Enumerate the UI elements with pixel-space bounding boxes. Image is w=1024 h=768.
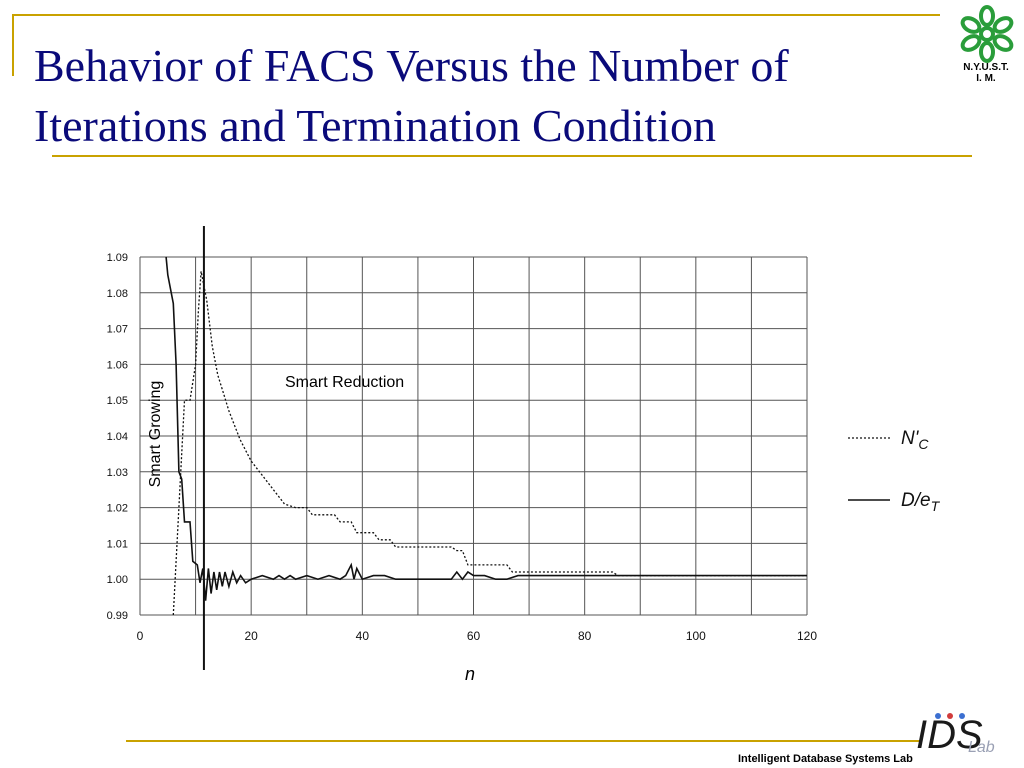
y-tick-label: 1.00 — [107, 574, 128, 586]
ids-lab-logo-icon: IDS Lab — [916, 713, 995, 757]
x-tick-label: 20 — [244, 629, 258, 643]
smart-reduction-annotation: Smart Reduction — [285, 374, 404, 391]
y-tick-label: 1.04 — [107, 431, 128, 443]
x-tick-label: 80 — [578, 629, 592, 643]
y-tick-label: 1.03 — [107, 467, 128, 479]
series-line-nc — [172, 271, 807, 616]
legend-label: N'C — [901, 428, 929, 452]
y-tick-label: 1.05 — [107, 395, 128, 407]
frame-top-line — [12, 14, 940, 16]
smart-growing-annotation: Smart Growing — [147, 381, 164, 488]
y-tick-label: 1.08 — [107, 288, 128, 300]
frame-left-line — [12, 14, 14, 76]
y-tick-label: 1.02 — [107, 503, 128, 515]
y-tick-label: 0.99 — [107, 610, 128, 622]
x-tick-label: 0 — [137, 629, 144, 643]
y-tick-label: 1.06 — [107, 359, 128, 371]
svg-text:Lab: Lab — [968, 739, 995, 756]
x-tick-label: 100 — [686, 629, 706, 643]
y-tick-label: 1.09 — [107, 252, 128, 264]
legend-label: D/eT — [901, 490, 941, 514]
chart-axes: 0.99 1.00 1.01 1.02 1.03 1.04 1.05 1.06 1.07 1.08… — [107, 226, 817, 670]
y-tick-label: 1.07 — [107, 324, 128, 336]
x-tick-label: 120 — [797, 629, 817, 643]
logo-text: N.Y.U.S.T. I. M. — [963, 62, 1009, 84]
svg-text:IDS: IDS — [916, 713, 983, 757]
nyust-logo-icon — [960, 5, 1014, 63]
x-axis-label: n — [465, 664, 475, 684]
footer-rule — [126, 740, 922, 742]
x-tick-label: 60 — [467, 629, 481, 643]
slide-title: Behavior of FACS Versus the Number of It… — [34, 40, 789, 151]
title-underline — [52, 155, 972, 157]
series-line-det — [165, 256, 807, 601]
y-tick-label: 1.01 — [107, 538, 128, 550]
facs-line-chart: 0.99 1.00 1.01 1.02 1.03 1.04 1.05 1.06 1.07 1.08… — [107, 226, 941, 684]
footer-lab-name: Intelligent Database Systems Lab — [738, 753, 913, 765]
x-tick-label: 40 — [356, 629, 370, 643]
chart-grid — [139, 256, 808, 616]
chart-legend: N'C D/eT — [848, 428, 941, 514]
chart-series — [165, 256, 807, 616]
